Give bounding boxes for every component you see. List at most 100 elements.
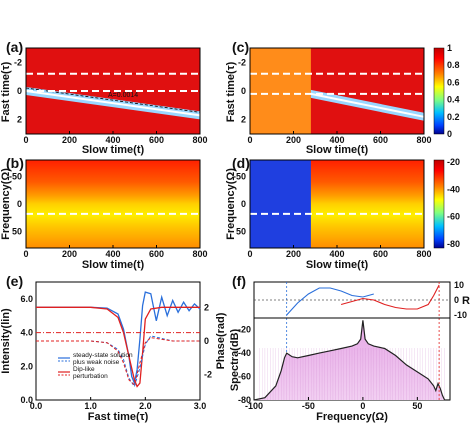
d-ytick-label: 0 xyxy=(241,199,246,209)
d-colorbar-tick: -20 xyxy=(447,157,460,167)
y-ticks-right-e: 2 0 -2 xyxy=(204,302,212,379)
panel-label-c: (c) xyxy=(232,39,249,55)
legend-dip-line1: Dip-like xyxy=(73,366,95,373)
c-colorbar-tick: 0.4 xyxy=(447,95,460,105)
a-xtick-label: 0 xyxy=(23,135,28,145)
e-right-ytick-label: 0 xyxy=(204,336,209,346)
y-ticks-b: -50 0 50 xyxy=(9,172,22,237)
y-ticks-left-e: 6.0 4.0 2.0 0.0 xyxy=(20,294,33,405)
e-left-ytick-label: 0.0 xyxy=(20,395,33,405)
colorbar-d-ticks: -20 -40 -60 -80 xyxy=(447,157,460,249)
heatmap-d-segment1 xyxy=(250,160,311,248)
panel-label-a: (a) xyxy=(6,39,23,55)
f-top-ytick-label: 10 xyxy=(454,280,464,290)
heatmap-c-trace xyxy=(310,89,425,121)
c-xtick-label: 0 xyxy=(247,135,252,145)
x-ticks-f: -100 -50 0 50 xyxy=(245,397,422,411)
panel-c: (c) 0 200 400 600 800 -202 Slow time(t) Fast… xyxy=(225,39,460,156)
trace-c-core xyxy=(310,92,425,118)
panel-d: (d) 0 200 400 600 800 -50 0 50 Slow time(t) Fr… xyxy=(225,155,460,271)
y-axis-right-label-f: R xyxy=(462,295,470,307)
d-xtick-label: 200 xyxy=(286,249,301,259)
a-ytick-label: -2 xyxy=(14,57,22,67)
a-ytick-label: 2 xyxy=(17,115,22,125)
y-axis-label-d: Frequency(Ω) xyxy=(225,168,237,240)
y-axis-left-label-e: Intensity(lin) xyxy=(0,308,12,374)
panel-label-f: (f) xyxy=(232,273,246,289)
b-xtick-label: 600 xyxy=(149,249,164,259)
r-curves-f xyxy=(254,284,450,316)
e-right-ytick-label: -2 xyxy=(204,370,212,380)
colorbar-c-ticks: 0 0.2 0.4 0.6 0.8 1 xyxy=(447,43,460,139)
x-axis-label-c: Slow time(t) xyxy=(306,144,369,156)
f-xtick-label: 50 xyxy=(412,401,422,411)
x-axis-label-a: Slow time(t) xyxy=(82,144,145,156)
e-xtick-label: 2.0 xyxy=(139,401,152,411)
y-ticks-c: -2 0 2 xyxy=(238,57,246,124)
d-ytick-label: -50 xyxy=(233,172,246,182)
c-ytick-label: 2 xyxy=(241,115,246,125)
y-ticks-top-f: 10 0 -10 xyxy=(454,280,467,320)
a-xtick-label: 800 xyxy=(192,135,207,145)
spectrum-line xyxy=(253,320,450,401)
panel-label-b: (b) xyxy=(6,155,24,171)
b-xtick-label: 200 xyxy=(62,249,77,259)
b-xtick-label: 400 xyxy=(105,249,120,259)
heatmap-a-trace xyxy=(25,87,201,120)
c-xtick-label: 400 xyxy=(329,135,344,145)
axes-frame-e xyxy=(35,281,201,401)
c-colorbar-tick: 1 xyxy=(447,43,452,53)
d-xtick-label: 0 xyxy=(247,249,252,259)
x-axis-label-e: Fast time(τ) xyxy=(88,411,149,423)
c-xtick-label: 800 xyxy=(416,135,431,145)
b-ytick-label: 0 xyxy=(17,199,22,209)
f-bottom-ytick-label: -80 xyxy=(238,395,251,405)
heatmap-a-dashed-lines xyxy=(26,72,200,92)
c-colorbar-tick: 0 xyxy=(447,129,452,139)
f-bottom-ytick-label: -40 xyxy=(238,348,251,358)
f-xtick-label: 0 xyxy=(360,401,365,411)
f-top-ytick-label: -10 xyxy=(454,310,467,320)
e-left-ytick-label: 6.0 xyxy=(20,294,33,304)
a-xtick-label: 200 xyxy=(62,135,77,145)
x-ticks-c: 0 200 400 600 800 xyxy=(247,131,432,145)
e-right-ytick-label: 2 xyxy=(204,302,209,312)
panel-label-e: (e) xyxy=(6,273,23,289)
x-ticks-e: 0.0 1.0 2.0 3.0 xyxy=(30,397,206,411)
c-colorbar-tick: 0.2 xyxy=(447,112,460,122)
d-xtick-label: 400 xyxy=(329,249,344,259)
a-xtick-label: 600 xyxy=(149,135,164,145)
c-colorbar-tick: 0.6 xyxy=(447,77,460,87)
b-ytick-label: 50 xyxy=(12,227,22,237)
b-xtick-label: 800 xyxy=(192,249,207,259)
x-axis-label-d: Slow time(t) xyxy=(306,259,369,271)
x-axis-label-f: Frequency(Ω) xyxy=(316,411,388,423)
d-colorbar-tick: -60 xyxy=(447,212,460,222)
d-colorbar-tick: -40 xyxy=(447,184,460,194)
d-colorbar-tick: -80 xyxy=(447,239,460,249)
panel-a: (a) A=0.0014 0 200 400 600 800 -202 Slow tim… xyxy=(0,39,208,156)
b-xtick-label: 0 xyxy=(23,249,28,259)
y-axis-label-b: Frequency(Ω) xyxy=(0,168,12,240)
spectrum-area-f xyxy=(253,282,450,401)
a-xtick-label: 400 xyxy=(105,135,120,145)
a-ytick-label: 0 xyxy=(17,86,22,96)
y-axis-label-c: Fast time(τ) xyxy=(225,61,237,122)
colorbar-c xyxy=(433,47,445,135)
c-ytick-label: -2 xyxy=(238,57,246,67)
x-ticks-b: 0 200 400 600 800 xyxy=(23,245,208,259)
panel-label-d: (d) xyxy=(232,155,250,171)
y-axis-label-a: Fast time(τ) xyxy=(0,61,12,122)
series-3 xyxy=(36,337,200,386)
panel-b: (b) 0 200 400 600 800 -50 0 50 Slow time(t) Fr… xyxy=(0,155,208,271)
d-xtick-label: 800 xyxy=(416,249,431,259)
f-bottom-ytick-label: -20 xyxy=(238,325,251,335)
e-xtick-label: 0.0 xyxy=(30,401,43,411)
trace-a-fit xyxy=(25,87,201,113)
panel-e: (e) steady-state solution plus weak nois… xyxy=(0,273,227,423)
x-axis-label-b: Slow time(t) xyxy=(82,259,145,271)
trace-a-core xyxy=(25,90,201,117)
y-axis-label-f: Spectra(dB) xyxy=(229,328,241,391)
series-0 xyxy=(36,291,201,386)
